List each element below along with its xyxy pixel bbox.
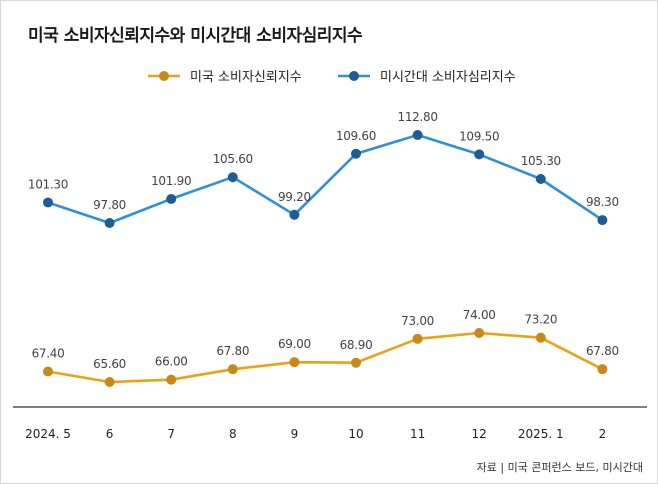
- data-point-michigan-sentiment[interactable]: [351, 148, 361, 159]
- data-label-consumer-confidence: 73.00: [401, 314, 434, 328]
- data-label-michigan-sentiment: 105.60: [213, 152, 253, 166]
- data-label-consumer-confidence: 69.00: [278, 337, 311, 351]
- source-note: 자료 | 미국 콘퍼런스 보드, 미시간대: [476, 461, 643, 474]
- x-tick-label: 11: [410, 427, 425, 441]
- data-point-consumer-confidence[interactable]: [351, 357, 361, 368]
- data-point-consumer-confidence[interactable]: [227, 364, 238, 375]
- data-label-michigan-sentiment: 109.60: [336, 129, 376, 143]
- data-point-michigan-sentiment[interactable]: [597, 215, 608, 226]
- x-tick-label: 2025. 1: [518, 427, 564, 441]
- legend: 미국 소비자신뢰지수 미시간대 소비자심리지수: [148, 70, 516, 85]
- data-label-michigan-sentiment: 101.30: [28, 177, 68, 191]
- x-tick-label: 6: [106, 427, 114, 441]
- data-label-consumer-confidence: 68.90: [340, 338, 373, 352]
- data-point-michigan-sentiment[interactable]: [227, 172, 238, 183]
- data-point-michigan-sentiment[interactable]: [43, 197, 53, 208]
- data-label-michigan-sentiment: 105.30: [521, 154, 561, 168]
- data-point-consumer-confidence[interactable]: [289, 357, 300, 368]
- x-tick-label: 2: [599, 427, 607, 441]
- data-point-michigan-sentiment[interactable]: [474, 149, 485, 160]
- data-point-consumer-confidence[interactable]: [166, 374, 177, 385]
- data-point-michigan-sentiment[interactable]: [166, 193, 177, 204]
- x-tick-label: 2024. 5: [25, 427, 71, 441]
- data-label-michigan-sentiment: 98.30: [586, 195, 619, 209]
- legend-marker-consumer-confidence: [159, 71, 169, 81]
- data-point-consumer-confidence[interactable]: [535, 332, 546, 343]
- data-label-michigan-sentiment: 109.50: [459, 129, 499, 143]
- data-label-michigan-sentiment: 97.80: [93, 198, 126, 212]
- x-tick-label: 9: [291, 427, 299, 441]
- x-tick-label: 10: [348, 427, 363, 441]
- x-tick-label: 12: [472, 427, 487, 441]
- data-point-consumer-confidence[interactable]: [412, 333, 423, 344]
- legend-label-michigan-sentiment: 미시간대 소비자심리지수: [380, 70, 516, 85]
- x-tick-label: 7: [167, 427, 175, 441]
- data-point-consumer-confidence[interactable]: [597, 364, 608, 375]
- legend-label-consumer-confidence: 미국 소비자신뢰지수: [190, 70, 302, 85]
- data-label-consumer-confidence: 67.80: [586, 344, 619, 358]
- data-point-michigan-sentiment[interactable]: [535, 174, 546, 184]
- data-label-michigan-sentiment: 99.20: [278, 190, 311, 204]
- data-point-michigan-sentiment[interactable]: [412, 130, 423, 140]
- data-label-michigan-sentiment: 101.90: [151, 174, 191, 188]
- data-label-consumer-confidence: 67.80: [216, 344, 249, 358]
- data-point-consumer-confidence[interactable]: [43, 366, 53, 377]
- data-label-michigan-sentiment: 112.80: [397, 110, 437, 124]
- data-point-consumer-confidence[interactable]: [104, 377, 115, 387]
- data-point-consumer-confidence[interactable]: [474, 328, 485, 338]
- data-point-michigan-sentiment[interactable]: [289, 209, 300, 220]
- data-point-michigan-sentiment[interactable]: [104, 218, 115, 228]
- series-line-michigan-sentiment: [47, 133, 604, 225]
- legend-marker-michigan-sentiment: [349, 71, 359, 81]
- series-line-consumer-confidence: [47, 331, 603, 384]
- data-label-consumer-confidence: 67.40: [32, 347, 65, 361]
- chart-title: 미국 소비자신뢰지수와 미시간대 소비자심리지수: [28, 26, 363, 46]
- x-tick-label: 8: [229, 427, 237, 441]
- data-label-consumer-confidence: 66.00: [155, 355, 188, 369]
- data-label-consumer-confidence: 74.00: [463, 308, 496, 322]
- data-label-consumer-confidence: 65.60: [93, 357, 126, 371]
- data-label-consumer-confidence: 73.20: [524, 313, 557, 327]
